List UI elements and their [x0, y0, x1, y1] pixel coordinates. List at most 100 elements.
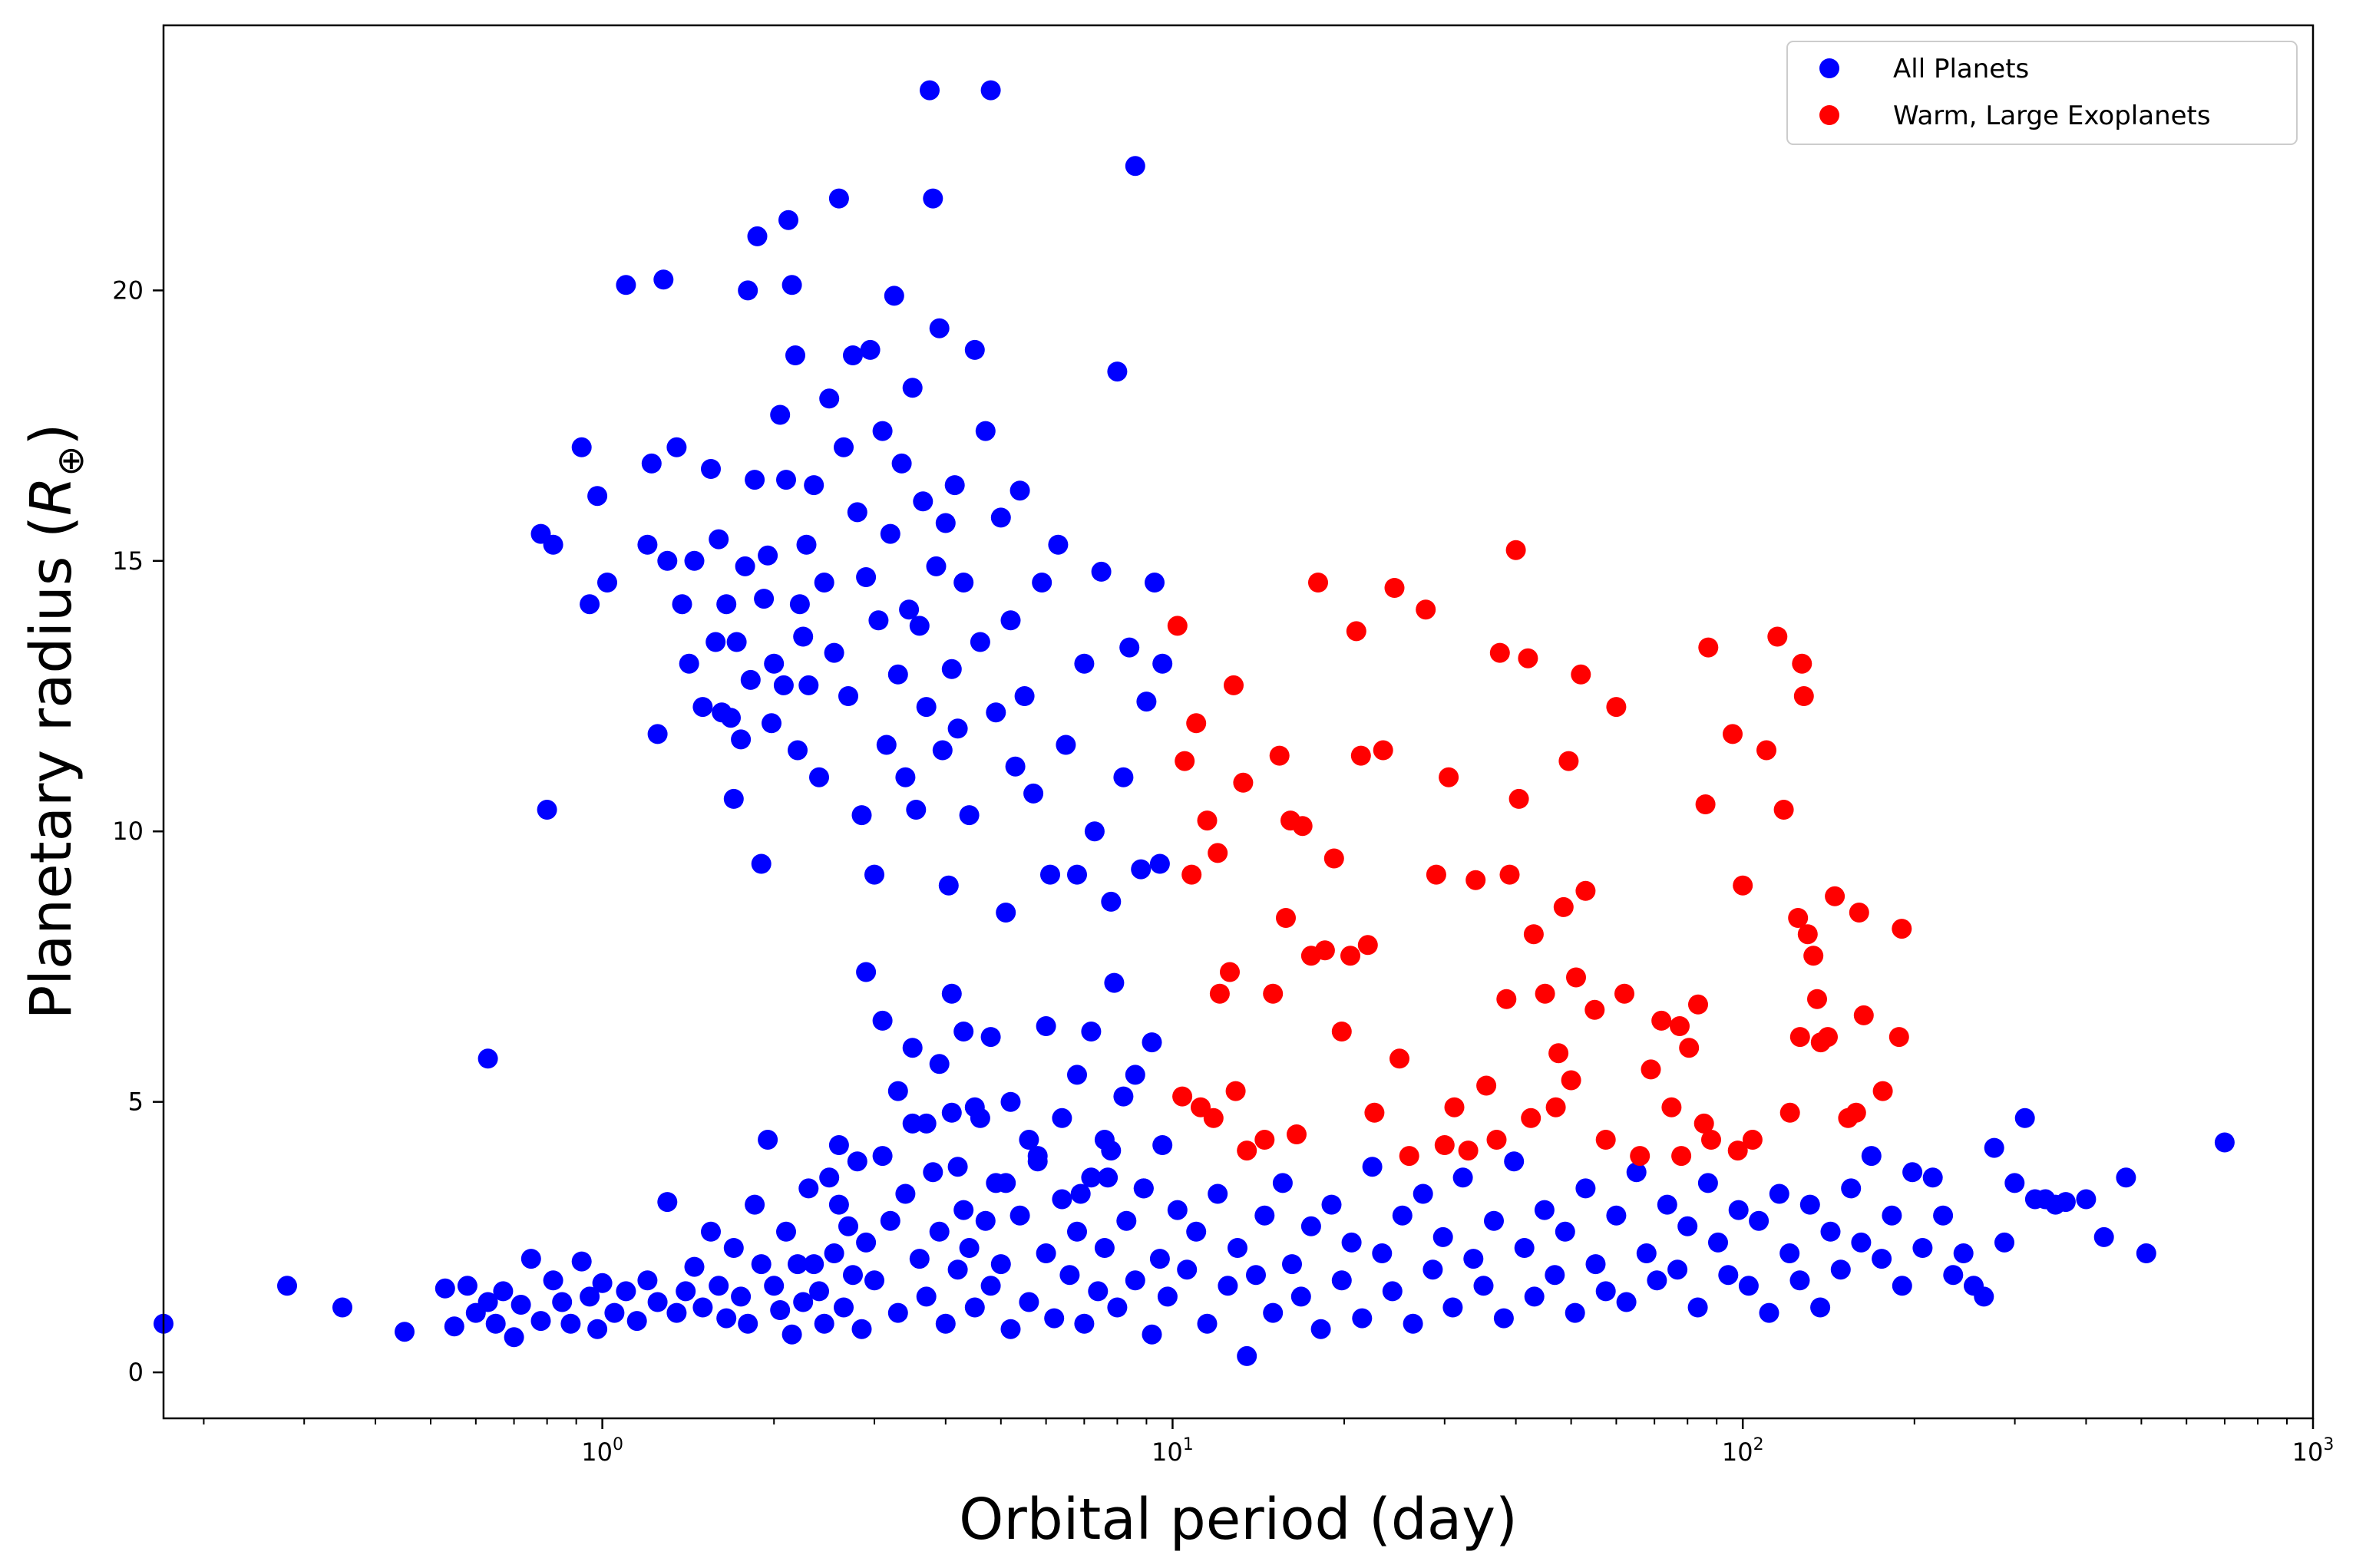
warm-large-point-82 — [1789, 1027, 1810, 1048]
warm-large-point-37 — [1426, 864, 1446, 885]
all-planets-point-88 — [1059, 1265, 1080, 1286]
x-tick-label-exponent: 0 — [613, 1435, 623, 1454]
all-planets-point-55 — [838, 1216, 858, 1236]
all-planets-point-4 — [435, 1278, 455, 1299]
warm-large-point-65 — [1651, 1010, 1672, 1031]
warm-large-point-101 — [1545, 1097, 1566, 1117]
all-planets-point-127 — [1413, 1183, 1433, 1204]
all-planets-point-195 — [2214, 1132, 2235, 1153]
all-planets-point-5 — [444, 1316, 464, 1337]
warm-large-point-47 — [1505, 540, 1526, 560]
warm-large-point-18 — [1276, 908, 1296, 928]
all-planets-point-229 — [751, 853, 772, 874]
all-planets-point-221 — [723, 788, 744, 809]
all-planets-point-322 — [941, 983, 962, 1004]
warm-large-point-92 — [1845, 1102, 1866, 1123]
all-planets-point-311 — [1136, 692, 1157, 712]
all-planets-point-11 — [504, 1327, 524, 1348]
all-planets-point-298 — [1040, 864, 1060, 885]
all-planets-point-242 — [793, 626, 814, 647]
warm-large-point-35 — [1399, 1146, 1419, 1167]
all-planets-point-154 — [1687, 1297, 1708, 1318]
all-planets-point-246 — [809, 767, 829, 787]
all-planets-point-330 — [1067, 1065, 1087, 1085]
warm-large-point-61 — [1595, 1130, 1616, 1150]
all-planets-point-210 — [666, 437, 687, 457]
all-planets-point-274 — [923, 188, 943, 209]
all-planets-point-140 — [1545, 1265, 1565, 1286]
y-axis-label-suffix: ) — [18, 424, 84, 446]
all-planets-point-115 — [1290, 1286, 1311, 1307]
all-planets-point-163 — [1779, 1243, 1800, 1263]
all-planets-point-71 — [941, 1102, 962, 1123]
all-planets-point-34 — [716, 1308, 737, 1329]
all-planets-point-48 — [804, 1254, 824, 1275]
all-planets-point-118 — [1321, 1194, 1342, 1215]
all-planets-point-294 — [1009, 480, 1030, 501]
all-planets-point-112 — [1263, 1302, 1284, 1323]
warm-large-point-58 — [1571, 664, 1591, 685]
all-planets-point-323 — [953, 1022, 974, 1041]
all-planets-point-50 — [814, 1313, 834, 1334]
points-layer — [154, 80, 2235, 1366]
all-planets-point-202 — [587, 486, 608, 507]
y-axis-ticks: 0 5 10 15 20 — [112, 276, 164, 1387]
all-planets-point-285 — [964, 339, 985, 360]
all-planets-point-250 — [828, 188, 849, 209]
all-planets-point-315 — [828, 1194, 849, 1215]
all-planets-point-121 — [1352, 1308, 1373, 1329]
warm-large-point-98 — [1727, 1141, 1748, 1161]
all-planets-point-36 — [731, 1286, 752, 1307]
all-planets-point-139 — [1534, 1200, 1555, 1220]
all-planets-point-205 — [637, 534, 658, 555]
warm-large-point-39 — [1439, 767, 1459, 787]
all-planets-point-24 — [626, 1311, 647, 1332]
all-planets-point-51 — [819, 1167, 840, 1188]
all-planets-point-52 — [824, 1243, 844, 1263]
all-planets-point-159 — [1738, 1276, 1759, 1296]
warm-large-point-63 — [1614, 983, 1634, 1004]
warm-large-point-51 — [1523, 924, 1544, 945]
all-planets-point-148 — [1626, 1162, 1647, 1183]
all-planets-point-219 — [716, 594, 737, 615]
x-tick-label-base: 10 — [2292, 1438, 2324, 1467]
all-planets-point-37 — [738, 1313, 758, 1334]
warm-large-point-80 — [1779, 1102, 1800, 1123]
all-planets-point-244 — [798, 675, 819, 695]
all-planets-point-9 — [485, 1313, 506, 1334]
all-planets-point-223 — [731, 729, 752, 750]
all-planets-point-2 — [332, 1297, 352, 1318]
all-planets-point-248 — [819, 388, 840, 409]
all-planets-point-277 — [932, 740, 953, 761]
warm-large-point-49 — [1518, 648, 1538, 668]
warm-large-point-14 — [1237, 1141, 1257, 1161]
all-planets-point-69 — [929, 1221, 950, 1242]
all-planets-point-143 — [1575, 1178, 1596, 1199]
all-planets-point-214 — [692, 697, 713, 718]
warm-large-point-60 — [1584, 999, 1605, 1020]
warm-large-point-4 — [1181, 864, 1202, 885]
warm-large-point-10 — [1203, 1108, 1224, 1128]
warm-large-point-81 — [1788, 908, 1809, 928]
warm-large-point-7 — [1233, 772, 1254, 793]
all-planets-point-39 — [751, 1254, 772, 1275]
all-planets-point-17 — [560, 1313, 581, 1334]
all-planets-point-91 — [1081, 1167, 1102, 1188]
all-planets-point-141 — [1555, 1221, 1575, 1242]
all-planets-point-158 — [1728, 1200, 1749, 1220]
all-planets-point-287 — [975, 421, 996, 441]
all-planets-point-107 — [1218, 1276, 1238, 1296]
warm-large-point-90 — [1825, 886, 1845, 906]
all-planets-point-325 — [980, 1027, 1001, 1048]
all-planets-point-22 — [604, 1302, 625, 1323]
all-planets-point-337 — [1152, 1135, 1173, 1155]
all-planets-point-65 — [902, 1113, 923, 1134]
x-axis-ticks: 100 101 102 103 — [203, 1418, 2334, 1467]
all-planets-point-109 — [1237, 1345, 1257, 1366]
all-planets-point-63 — [887, 1302, 908, 1323]
warm-large-point-28 — [1346, 621, 1366, 642]
all-planets-point-172 — [1872, 1249, 1892, 1269]
all-planets-point-90 — [1074, 1313, 1095, 1334]
warm-large-point-21 — [1292, 816, 1313, 837]
all-planets-point-320 — [916, 1113, 937, 1134]
